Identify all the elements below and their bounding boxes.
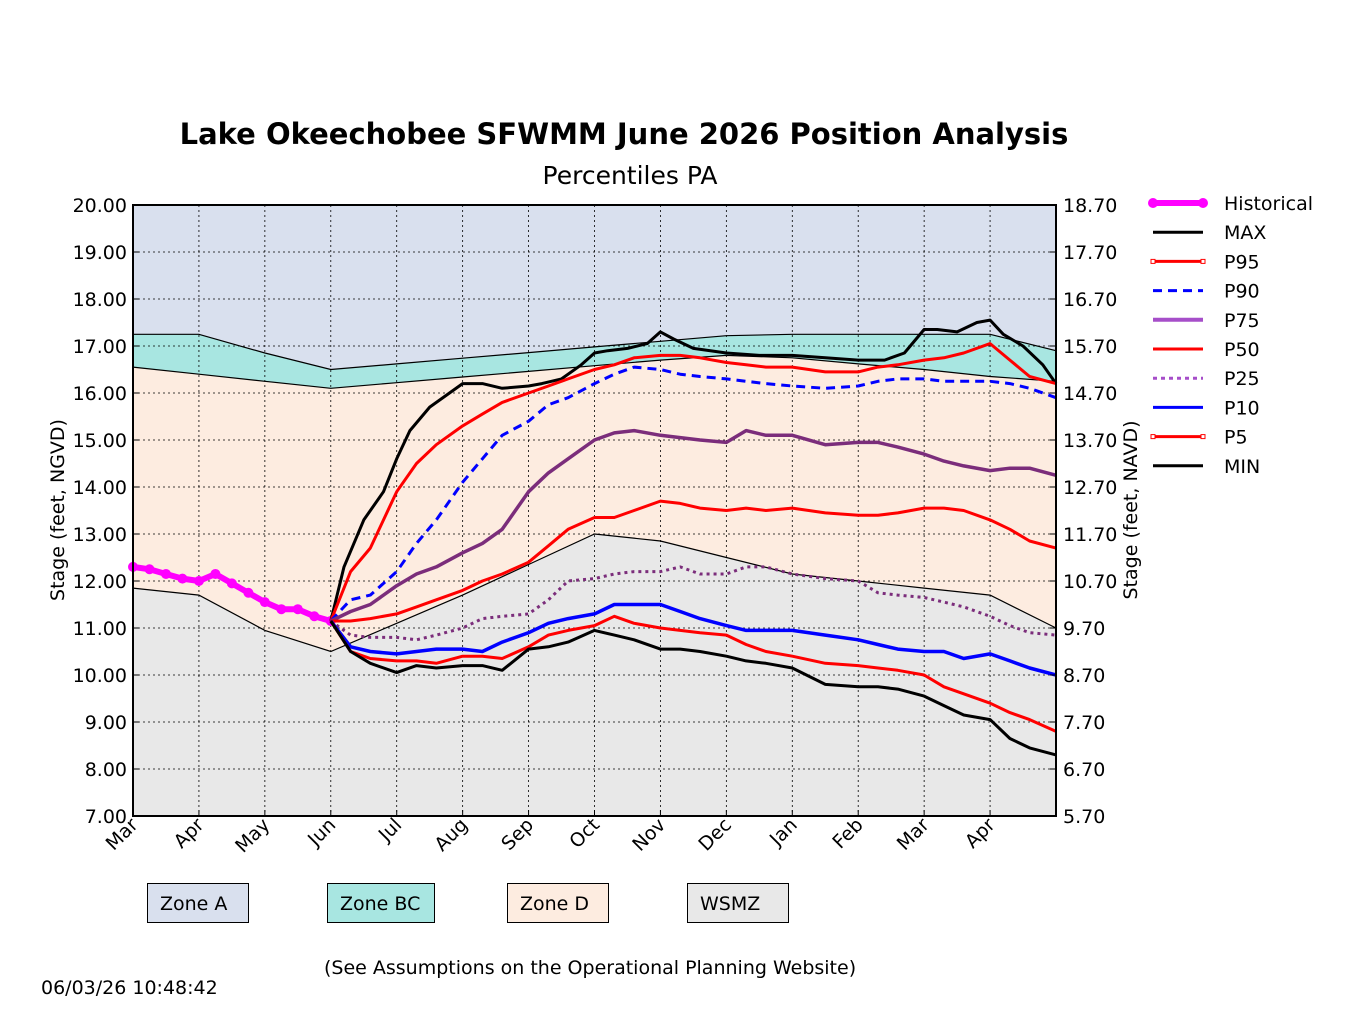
zone-d-legend: Zone D [507,883,609,923]
y-tick-label-left: 19.00 [73,242,127,264]
series-line-p50 [330,499,1057,623]
legend-marker-p5 [1150,434,1156,440]
x-tick-label: Jan [765,814,802,851]
series-line-p95 [329,342,1057,622]
legend: Historical MAX P95 P90 P75 P50 P25 P10 P5 MIN [1148,193,1313,478]
chart-subtitle: Percentiles PA [543,161,718,190]
series-line-p25 [329,565,1057,642]
x-tick-label: Mar [893,814,934,855]
wsmz-legend: WSMZ [687,883,789,923]
legend-label-p10: P10 [1224,397,1260,419]
y-tick-label-left: 13.00 [73,524,127,546]
y-tick-label-right: 5.70 [1063,806,1105,828]
series-line-p5 [329,614,1057,733]
y-axis-label-right: Stage (feet, NAVD) [1120,421,1142,600]
legend-label-max: MAX [1224,222,1266,244]
y-tick-label-left: 15.00 [73,430,127,452]
series-point-historical [226,578,237,589]
legend-label-historical: Historical [1224,193,1313,215]
legend-label-p95: P95 [1224,251,1260,273]
y-tick-label-left: 12.00 [73,571,127,593]
series-point-historical [292,604,303,615]
zone-a-legend: Zone A [147,883,249,923]
zone-bc-legend: Zone BC [327,883,435,923]
series-point-historical [210,568,221,579]
assumptions-note: (See Assumptions on the Operational Plan… [324,957,857,979]
legend-marker-historical [1148,198,1158,208]
y-tick-label-right: 12.70 [1063,477,1117,499]
x-tick-label: Jul [374,814,406,846]
y-tick-label-right: 16.70 [1063,289,1117,311]
series-point-historical [177,573,188,584]
y-tick-label-right: 6.70 [1063,759,1105,781]
x-tick-label: Sep [497,814,538,855]
y-tick-label-right: 13.70 [1063,430,1117,452]
x-tick-label: Aug [430,814,472,856]
series-line-p90 [329,365,1057,623]
series-point-historical [193,576,204,586]
legend-label-p75: P75 [1224,310,1260,332]
x-tick-label: Nov [628,814,670,856]
y-tick-label-left: 7.00 [85,806,127,828]
series-line-max [329,318,1058,622]
series-point-historical [160,568,171,579]
series-line-min [329,620,1057,757]
zone-a-region [133,205,1056,370]
x-tick-label: Apr [170,814,209,853]
series-line-p10 [329,602,1057,677]
legend-marker-p95 [1200,258,1206,264]
legend-label-min: MIN [1224,456,1260,478]
y-tick-label-left: 10.00 [73,665,127,687]
y-tick-label-left: 20.00 [73,195,127,217]
legend-label-p50: P50 [1224,339,1260,361]
y-tick-label-right: 11.70 [1063,524,1117,546]
series-point-historical [276,604,287,615]
y-tick-label-right: 17.70 [1063,242,1117,264]
y-tick-label-right: 7.70 [1063,712,1105,734]
y-tick-label-left: 11.00 [73,618,127,640]
legend-marker-p95 [1150,258,1156,264]
x-tick-label: May [231,814,274,857]
legend-label-p90: P90 [1224,281,1260,303]
y-tick-label-right: 10.70 [1063,571,1117,593]
y-tick-label-right: 9.70 [1063,618,1105,640]
timestamp: 06/03/26 10:48:42 [41,977,218,999]
x-tick-label: Jun [303,814,340,851]
series-point-historical [309,611,320,622]
legend-marker-p5 [1200,434,1206,440]
legend-marker-historical [1198,198,1208,208]
y-tick-label-left: 18.00 [73,289,127,311]
x-tick-label: Oct [565,814,604,853]
y-tick-label-right: 14.70 [1063,383,1117,405]
x-tick-label: Dec [694,814,736,856]
series-point-historical [243,587,254,598]
y-tick-label-right: 15.70 [1063,336,1117,358]
legend-label-p25: P25 [1224,368,1260,390]
y-tick-label-right: 18.70 [1063,195,1117,217]
legend-label-p5: P5 [1224,427,1248,449]
y-tick-label-left: 17.00 [73,336,127,358]
y-tick-label-left: 14.00 [73,477,127,499]
series-point-historical [259,597,270,608]
x-tick-label: Apr [961,814,1000,853]
x-tick-label: Feb [828,814,867,853]
y-tick-label-left: 16.00 [73,383,127,405]
plot-area: 7.00 5.70 8.00 6.70 9.00 7.70 10.00 8.70 11.00 9.… [73,195,1118,857]
y-axis-label-left: Stage (feet, NGVD) [47,419,69,601]
y-tick-label-left: 8.00 [85,759,127,781]
y-tick-label-right: 8.70 [1063,665,1105,687]
series-line-p75 [330,428,1057,623]
chart-title: Lake Okeechobee SFWMM June 2026 Position… [180,117,1069,151]
series-point-historical [144,564,155,575]
y-tick-label-left: 9.00 [85,712,127,734]
